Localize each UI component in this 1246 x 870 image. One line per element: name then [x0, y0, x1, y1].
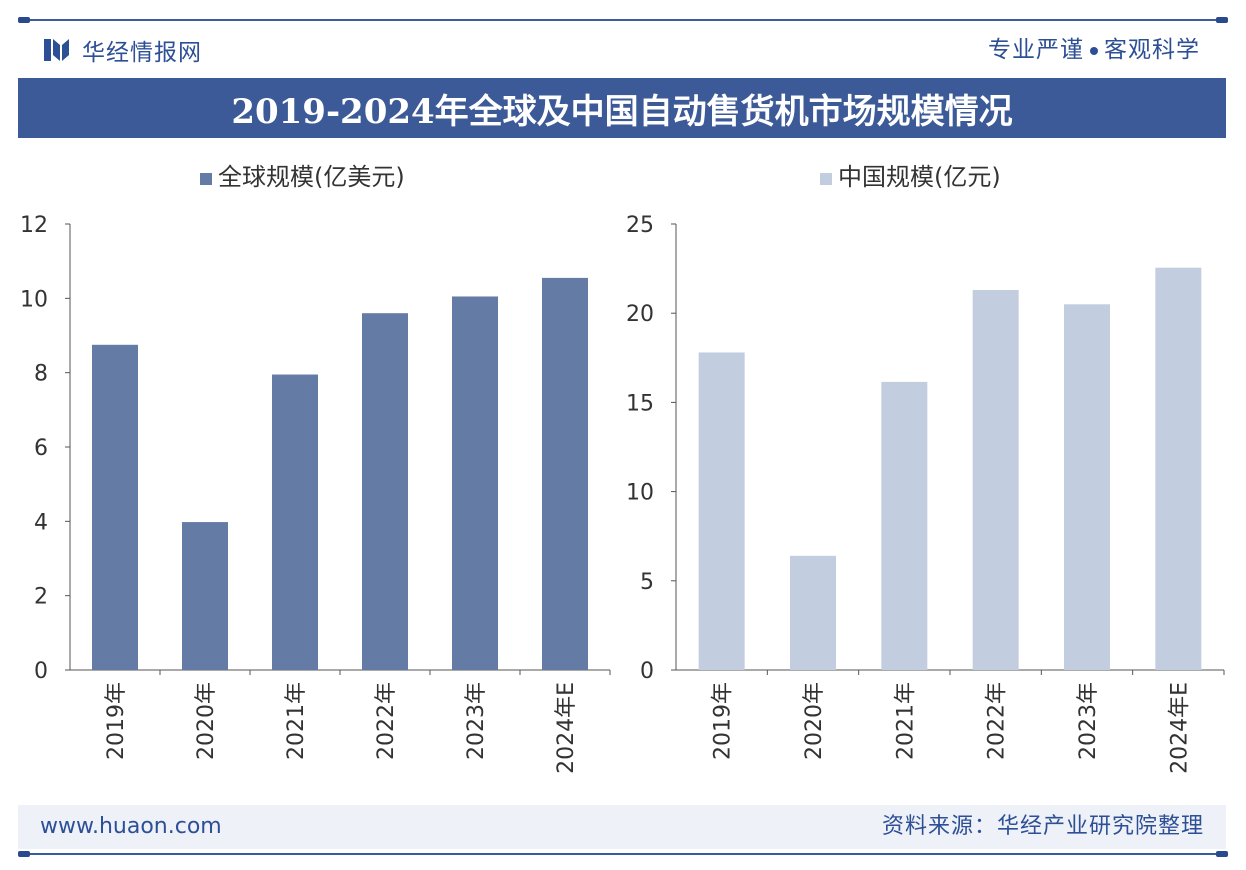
charts-area: 全球规模(亿美元) 0 2 4 6 8 10 12 2019年 2020年 2021年 2022年 20…	[0, 140, 1246, 810]
brand-name: 华经情报网	[82, 40, 202, 66]
bar	[1064, 304, 1110, 670]
x-tick-label: 2023年	[464, 682, 489, 760]
bar	[452, 296, 498, 670]
bar	[790, 555, 836, 670]
x-tick-label: 2019年	[104, 682, 129, 760]
x-tick-label: 2021年	[284, 682, 309, 760]
charts-svg: 全球规模(亿美元) 0 2 4 6 8 10 12 2019年 2020年 2021年 2022年 20…	[20, 163, 1225, 774]
chart-title: 2019-2024年全球及中国自动售货机市场规模情况	[231, 91, 1013, 132]
bullet-dot-icon	[1090, 46, 1098, 55]
bar	[272, 374, 318, 670]
legend-label: 中国规模(亿元)	[838, 163, 1001, 191]
x-tick-label: 2022年	[985, 682, 1010, 760]
chart-title-bar: 2019-2024年全球及中国自动售货机市场规模情况	[18, 78, 1226, 138]
y-tick-label: 6	[34, 436, 48, 461]
bar	[92, 344, 138, 670]
y-tick-label: 5	[640, 570, 654, 595]
y-tick-label: 0	[640, 659, 654, 684]
legend-label: 全球规模(亿美元)	[218, 163, 405, 191]
y-tick-label: 2	[34, 585, 48, 610]
legend-swatch	[200, 173, 212, 185]
bar	[698, 352, 745, 670]
top-rule	[18, 17, 1228, 23]
x-tick-label: 2020年	[194, 682, 219, 760]
x-tick-label: 2019年	[711, 682, 736, 760]
bar	[972, 290, 1019, 670]
footer-source: 资料来源：华经产业研究院整理	[881, 814, 1204, 839]
y-tick-label: 8	[34, 362, 48, 387]
bottom-rule	[18, 851, 1228, 857]
y-tick-label: 10	[626, 481, 654, 506]
y-tick-label: 4	[34, 510, 48, 535]
y-tick-label: 20	[626, 302, 654, 327]
footer-url[interactable]: www.huaon.com	[40, 814, 222, 839]
y-tick-label: 15	[626, 391, 654, 416]
slogan: 专业严谨 客观科学	[988, 32, 1200, 68]
bar	[1155, 267, 1202, 670]
y-tick-label: 10	[20, 287, 48, 312]
y-tick-label: 12	[20, 213, 48, 238]
x-tick-label: 2022年	[374, 682, 399, 760]
bar	[881, 381, 928, 670]
slogan-right: 客观科学	[1104, 37, 1200, 63]
bar	[182, 522, 228, 670]
footer: www.huaon.com 资料来源：华经产业研究院整理	[18, 805, 1226, 849]
x-tick-label: 2023年	[1076, 682, 1101, 760]
bar	[542, 277, 588, 670]
y-tick-label: 25	[626, 213, 654, 238]
x-tick-label: 2021年	[893, 682, 918, 760]
slogan-left: 专业严谨	[988, 37, 1084, 63]
brand: 华经情报网	[44, 32, 202, 68]
x-tick-label: 2020年	[802, 682, 827, 760]
bar	[362, 313, 408, 670]
chart-1: 全球规模(亿美元) 0 2 4 6 8 10 12 2019年 2020年 2021年 2022年 20…	[20, 163, 611, 774]
legend-swatch	[820, 173, 832, 185]
brand-logo-icon	[44, 39, 69, 61]
chart-2: 中国规模(亿元) 0 5 10 15 20 25 2019年 2020年 2021年 2022年 20…	[626, 163, 1225, 774]
x-tick-label: 2024年E	[1167, 682, 1192, 774]
y-tick-label: 0	[34, 659, 48, 684]
x-tick-label: 2024年E	[554, 682, 579, 774]
